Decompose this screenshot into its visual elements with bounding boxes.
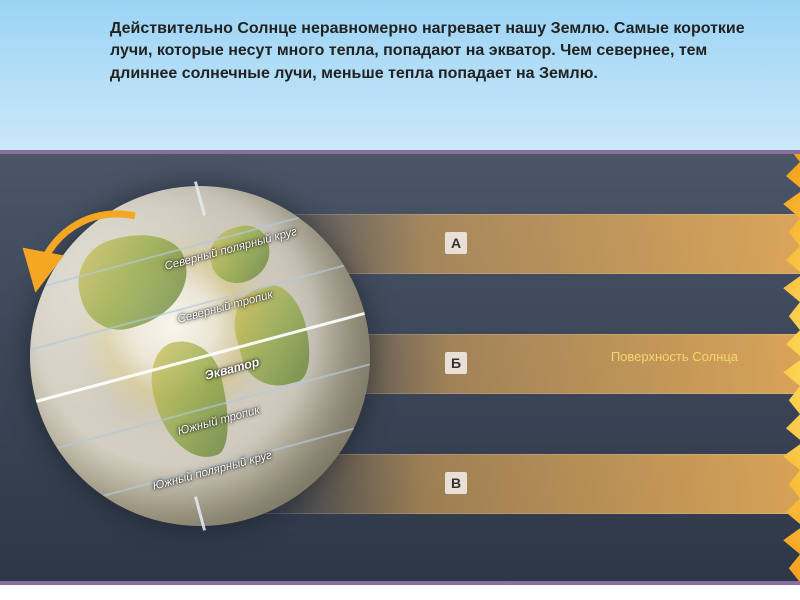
ray-label-a: А	[445, 232, 467, 254]
ray-label-c-box: В	[445, 472, 467, 494]
title-text: Действительно Солнце неравномерно нагрев…	[110, 18, 760, 85]
continent-south-america	[142, 333, 241, 467]
sun-label: Поверхность Солнца	[611, 349, 738, 366]
ray-label-b: Б	[445, 352, 467, 374]
diagram-frame: А Б В Поверхность Солнца Северный полярн…	[0, 150, 800, 585]
ray-label-a-box: А	[445, 232, 467, 254]
orbit-arrow-icon	[20, 201, 170, 351]
ray-label-b-box: Б	[445, 352, 467, 374]
globe-wrap: Северный полярный круг Северный тропик Э…	[30, 186, 370, 526]
ray-label-c: В	[445, 472, 467, 494]
